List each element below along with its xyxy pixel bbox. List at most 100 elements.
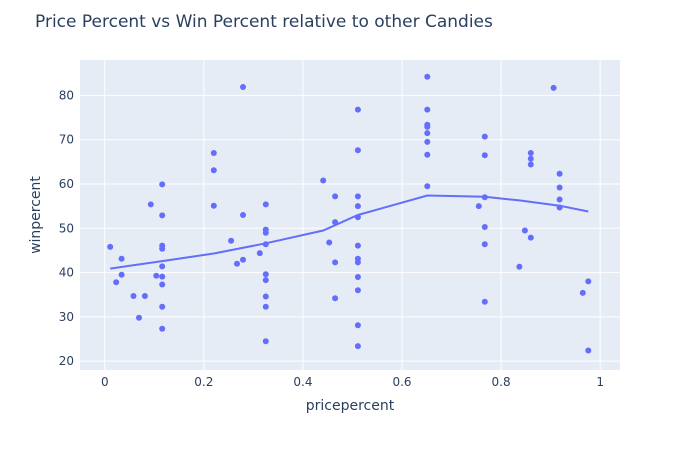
data-point[interactable] bbox=[354, 193, 361, 200]
data-point[interactable] bbox=[556, 196, 563, 203]
data-point[interactable] bbox=[521, 227, 528, 234]
data-point[interactable] bbox=[107, 243, 114, 250]
data-point[interactable] bbox=[354, 287, 361, 294]
data-point[interactable] bbox=[262, 338, 269, 345]
data-point[interactable] bbox=[130, 293, 137, 299]
data-point[interactable] bbox=[118, 271, 125, 278]
data-point[interactable] bbox=[556, 170, 563, 177]
data-point[interactable] bbox=[332, 295, 339, 302]
data-point[interactable] bbox=[262, 303, 269, 310]
data-point[interactable] bbox=[481, 298, 488, 305]
data-point[interactable] bbox=[159, 325, 166, 332]
data-point[interactable] bbox=[332, 219, 339, 226]
data-point[interactable] bbox=[516, 263, 523, 270]
data-point[interactable] bbox=[228, 237, 235, 244]
data-point[interactable] bbox=[481, 241, 488, 248]
data-point[interactable] bbox=[481, 224, 488, 230]
data-point[interactable] bbox=[159, 245, 166, 252]
data-point[interactable] bbox=[424, 183, 431, 190]
data-point[interactable] bbox=[326, 239, 333, 246]
data-point[interactable] bbox=[481, 194, 488, 201]
data-points bbox=[107, 73, 592, 354]
chart-title: Price Percent vs Win Percent relative to… bbox=[35, 12, 493, 32]
data-point[interactable] bbox=[354, 106, 361, 113]
data-point[interactable] bbox=[424, 138, 431, 145]
data-point[interactable] bbox=[147, 201, 154, 208]
data-point[interactable] bbox=[424, 106, 431, 113]
data-point[interactable] bbox=[159, 303, 166, 310]
data-point[interactable] bbox=[262, 271, 269, 278]
data-point[interactable] bbox=[527, 150, 534, 156]
data-point[interactable] bbox=[256, 250, 263, 257]
data-point[interactable] bbox=[481, 133, 488, 140]
data-point[interactable] bbox=[585, 278, 592, 285]
y-tick-label: 60 bbox=[59, 177, 74, 191]
x-tick-label: 0.2 bbox=[194, 375, 213, 389]
x-tick-label: 0.4 bbox=[293, 375, 312, 389]
data-point[interactable] bbox=[159, 212, 166, 219]
data-point[interactable] bbox=[527, 161, 534, 168]
data-point[interactable] bbox=[210, 167, 217, 174]
y-tick-label: 40 bbox=[59, 266, 74, 280]
data-point[interactable] bbox=[424, 123, 431, 130]
data-point[interactable] bbox=[210, 202, 217, 209]
data-point[interactable] bbox=[354, 322, 361, 329]
data-point[interactable] bbox=[234, 260, 240, 267]
data-point[interactable] bbox=[210, 150, 217, 156]
y-tick-label: 80 bbox=[59, 88, 74, 102]
data-point[interactable] bbox=[240, 84, 246, 90]
data-point[interactable] bbox=[424, 73, 431, 80]
data-point[interactable] bbox=[527, 155, 534, 162]
data-point[interactable] bbox=[481, 152, 488, 159]
data-point[interactable] bbox=[136, 314, 142, 321]
data-point[interactable] bbox=[262, 229, 269, 236]
x-tick-label: 0 bbox=[101, 375, 109, 389]
data-point[interactable] bbox=[585, 347, 592, 354]
data-point[interactable] bbox=[262, 201, 269, 208]
data-point[interactable] bbox=[159, 181, 166, 188]
data-point[interactable] bbox=[424, 130, 431, 137]
data-point[interactable] bbox=[262, 293, 269, 300]
y-tick-label: 20 bbox=[59, 354, 74, 368]
data-point[interactable] bbox=[159, 263, 166, 270]
data-point[interactable] bbox=[354, 274, 361, 280]
data-point[interactable] bbox=[354, 214, 361, 221]
data-point[interactable] bbox=[240, 212, 246, 218]
data-point[interactable] bbox=[153, 272, 160, 279]
y-tick-label: 50 bbox=[59, 221, 74, 235]
axis-ticks: 0 0.2 0.4 0.6 0.8 1 20 30 40 50 60 70 80 bbox=[59, 88, 604, 389]
y-tick-label: 70 bbox=[59, 133, 74, 147]
data-point[interactable] bbox=[332, 259, 339, 266]
x-tick-label: 0.6 bbox=[392, 375, 411, 389]
data-point[interactable] bbox=[113, 279, 120, 286]
data-point[interactable] bbox=[424, 151, 431, 158]
data-point[interactable] bbox=[527, 234, 534, 241]
data-point[interactable] bbox=[141, 293, 148, 299]
data-point[interactable] bbox=[354, 259, 361, 266]
data-point[interactable] bbox=[262, 241, 269, 248]
data-point[interactable] bbox=[332, 193, 339, 200]
grid-lines bbox=[80, 60, 620, 370]
data-point[interactable] bbox=[240, 256, 246, 263]
data-point[interactable] bbox=[118, 255, 125, 262]
x-tick-label: 0.8 bbox=[492, 375, 511, 389]
x-tick-label: 1 bbox=[596, 375, 604, 389]
data-point[interactable] bbox=[262, 277, 269, 284]
data-point[interactable] bbox=[354, 203, 361, 210]
data-point[interactable] bbox=[556, 204, 563, 211]
data-point[interactable] bbox=[550, 84, 557, 91]
data-point[interactable] bbox=[556, 184, 563, 191]
data-point[interactable] bbox=[354, 242, 361, 249]
y-tick-label: 30 bbox=[59, 310, 74, 324]
x-axis-title: pricepercent bbox=[306, 398, 395, 414]
data-point[interactable] bbox=[159, 281, 166, 288]
plot-background bbox=[80, 60, 620, 370]
data-point[interactable] bbox=[579, 289, 586, 296]
data-point[interactable] bbox=[354, 343, 361, 350]
data-point[interactable] bbox=[354, 147, 361, 154]
data-point[interactable] bbox=[320, 177, 327, 184]
data-point[interactable] bbox=[159, 273, 166, 280]
data-point[interactable] bbox=[475, 203, 482, 210]
y-axis-title: winpercent bbox=[28, 176, 44, 254]
